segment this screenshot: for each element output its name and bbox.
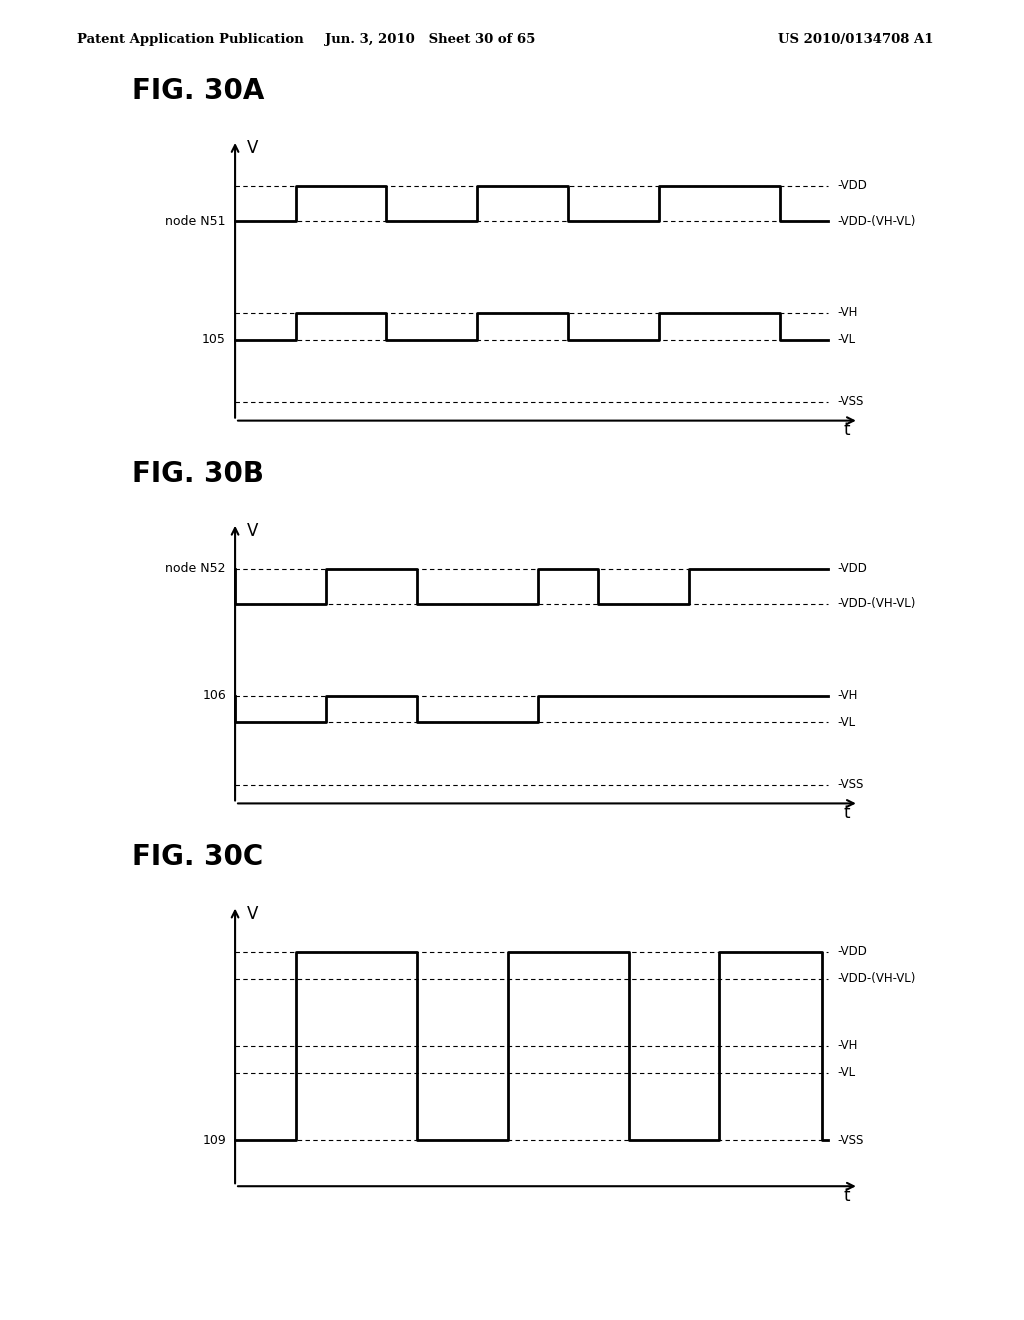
Text: -VSS: -VSS xyxy=(838,395,864,408)
Text: -VDD-(VH-VL): -VDD-(VH-VL) xyxy=(838,972,915,985)
Text: -VDD: -VDD xyxy=(838,562,867,576)
Text: node N52: node N52 xyxy=(166,562,226,576)
Text: 105: 105 xyxy=(202,333,226,346)
Text: 109: 109 xyxy=(203,1134,226,1147)
Text: t: t xyxy=(844,421,850,440)
Text: -VL: -VL xyxy=(838,333,856,346)
Text: t: t xyxy=(844,804,850,822)
Text: -VL: -VL xyxy=(838,1067,856,1080)
Text: -VH: -VH xyxy=(838,689,858,702)
Text: US 2010/0134708 A1: US 2010/0134708 A1 xyxy=(778,33,934,46)
Text: -VSS: -VSS xyxy=(838,777,864,791)
Text: -VH: -VH xyxy=(838,306,858,319)
Text: V: V xyxy=(247,521,258,540)
Text: Patent Application Publication: Patent Application Publication xyxy=(77,33,303,46)
Text: -VDD: -VDD xyxy=(838,180,867,193)
Text: FIG. 30A: FIG. 30A xyxy=(132,77,264,106)
Text: -VL: -VL xyxy=(838,715,856,729)
Text: -VDD: -VDD xyxy=(838,945,867,958)
Text: t: t xyxy=(844,1187,850,1205)
Text: -VDD-(VH-VL): -VDD-(VH-VL) xyxy=(838,598,915,610)
Text: FIG. 30B: FIG. 30B xyxy=(132,459,264,488)
Text: -VH: -VH xyxy=(838,1039,858,1052)
Text: 106: 106 xyxy=(203,689,226,702)
Text: -VDD-(VH-VL): -VDD-(VH-VL) xyxy=(838,215,915,227)
Text: -VSS: -VSS xyxy=(838,1134,864,1147)
Text: node N51: node N51 xyxy=(166,215,226,227)
Text: Jun. 3, 2010   Sheet 30 of 65: Jun. 3, 2010 Sheet 30 of 65 xyxy=(325,33,536,46)
Text: V: V xyxy=(247,904,258,923)
Text: V: V xyxy=(247,139,258,157)
Text: FIG. 30C: FIG. 30C xyxy=(132,842,263,871)
